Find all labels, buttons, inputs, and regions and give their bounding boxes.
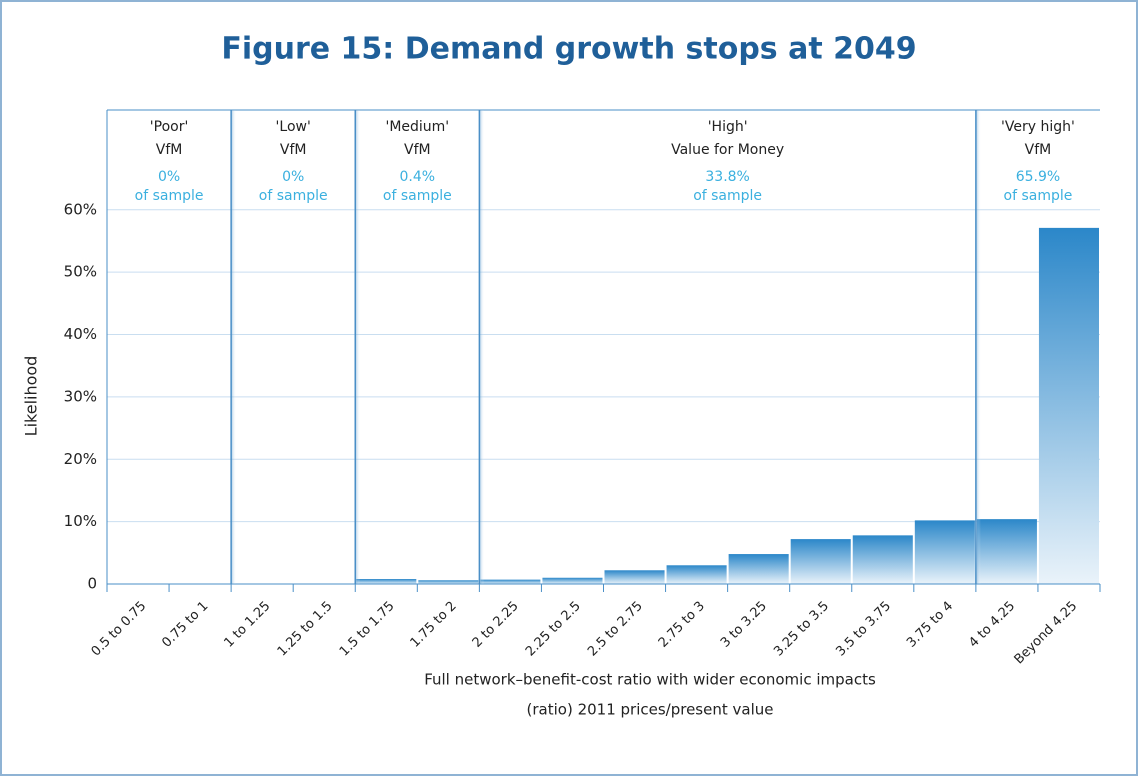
x-axis-title: (ratio) 2011 prices/present value: [527, 701, 774, 719]
x-axis-title: Full network–benefit-cost ratio with wid…: [424, 671, 876, 689]
region-share: of sample: [259, 188, 328, 204]
region-share: 0.4%: [400, 169, 436, 185]
region-share: 0%: [158, 169, 180, 185]
bar: [1038, 227, 1099, 584]
y-tick-label: 50%: [64, 263, 97, 281]
y-tick-label: 10%: [64, 512, 97, 530]
region-separator-glow: [975, 110, 981, 584]
bar: [604, 570, 665, 584]
region-label: 'Poor': [150, 119, 189, 135]
region-separator-glow: [231, 110, 237, 584]
region-share: 0%: [282, 169, 304, 185]
bar: [852, 535, 913, 584]
y-axis-title: Likelihood: [22, 356, 41, 437]
region-label: VfM: [280, 142, 307, 158]
bar: [914, 520, 975, 584]
region-share: 65.9%: [1016, 169, 1060, 185]
region-label: 'High': [708, 119, 748, 135]
y-tick-label: 30%: [64, 387, 97, 405]
region-label: VfM: [1025, 142, 1052, 158]
chart-title: Figure 15: Demand growth stops at 2049: [221, 32, 916, 67]
region-share: of sample: [1004, 188, 1073, 204]
bar: [480, 579, 541, 584]
region-label: 'Low': [276, 119, 311, 135]
bar: [728, 554, 789, 584]
y-tick-label: 0: [87, 575, 97, 593]
bar: [542, 577, 603, 584]
region-share: of sample: [135, 188, 204, 204]
bar: [418, 580, 479, 584]
bar: [790, 539, 851, 584]
y-tick-label: 40%: [64, 325, 97, 343]
region-label: Value for Money: [671, 142, 784, 158]
bar: [356, 579, 417, 584]
region-separator-glow: [479, 110, 485, 584]
region-separator-glow: [355, 110, 361, 584]
region-share: of sample: [693, 188, 762, 204]
region-label: VfM: [156, 142, 183, 158]
y-tick-label: 20%: [64, 450, 97, 468]
y-tick-label: 60%: [64, 200, 97, 218]
region-label: 'Very high': [1001, 119, 1075, 135]
bar: [666, 565, 727, 584]
region-label: 'Medium': [385, 119, 449, 135]
region-share: of sample: [383, 188, 452, 204]
bar: [976, 519, 1037, 584]
region-share: 33.8%: [705, 169, 749, 185]
region-label: VfM: [404, 142, 431, 158]
